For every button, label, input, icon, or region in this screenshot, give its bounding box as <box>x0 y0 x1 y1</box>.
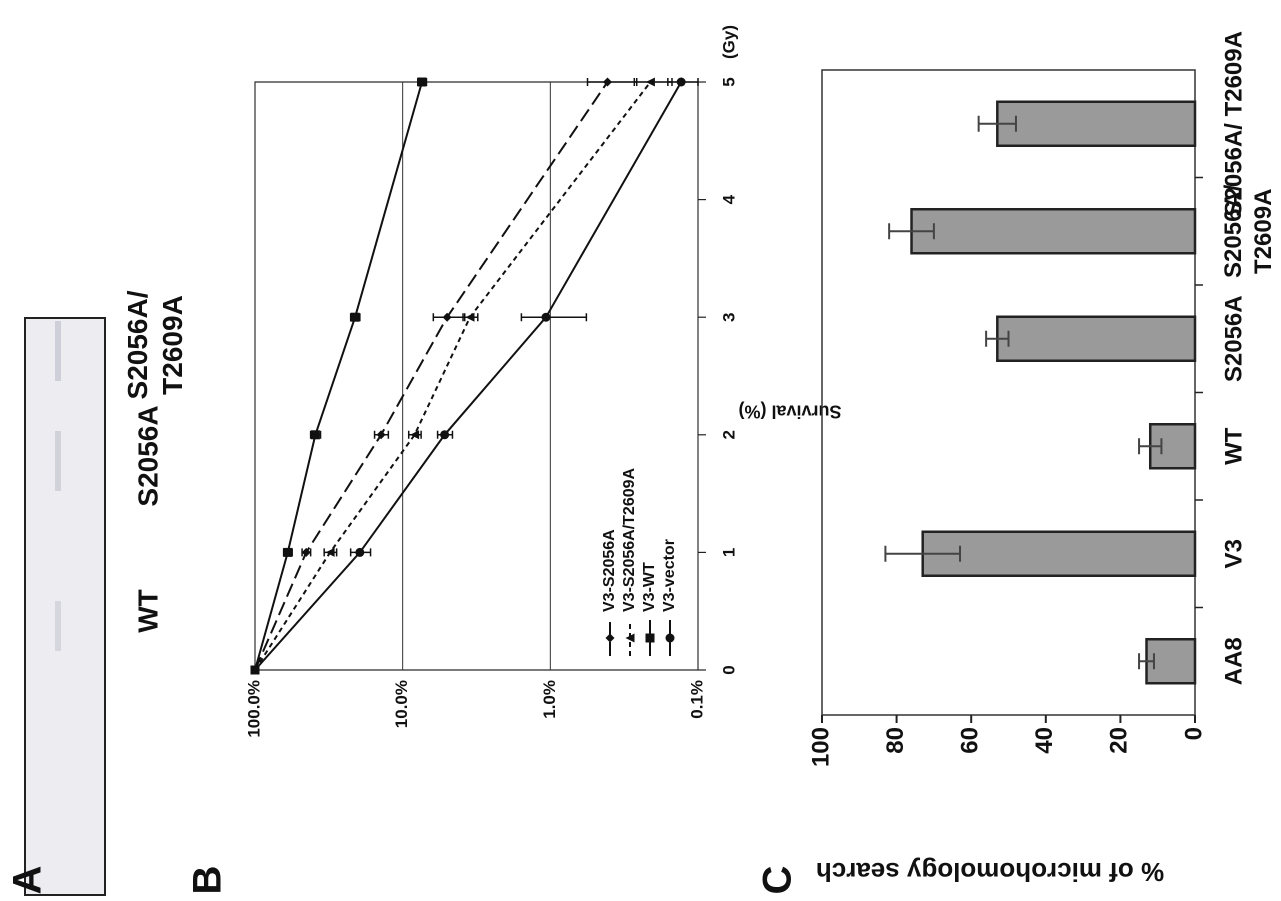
x-tick-label: 0 <box>719 665 738 674</box>
marker <box>440 430 449 439</box>
marker <box>283 548 292 557</box>
legend-label: V3-S2056A/T2609A <box>621 467 638 612</box>
y-tick-label: 100.0% <box>244 680 263 738</box>
gel-band <box>55 431 61 491</box>
bar <box>912 209 1195 253</box>
x-tick-label: S2056A <box>1220 295 1247 382</box>
y-tick-label: 1.0% <box>540 680 559 719</box>
panel-label: C <box>756 866 800 895</box>
error-bar <box>588 78 637 86</box>
panel-label: A <box>6 866 50 895</box>
marker <box>465 313 474 322</box>
marker <box>677 78 686 87</box>
marker <box>646 634 655 643</box>
x-tick-label: 3 <box>719 312 738 321</box>
series-line <box>255 82 422 670</box>
x-tick-label: 2 <box>719 430 738 439</box>
gel-image <box>25 318 105 895</box>
y-axis-label: % of microhomology search <box>816 857 1164 887</box>
gel-band <box>55 321 61 381</box>
x-tick-label: AA8 <box>1220 637 1247 685</box>
series-line <box>255 82 608 670</box>
panel-label: B <box>186 866 230 895</box>
y-tick-label: 60 <box>957 727 984 754</box>
y-tick-label: 20 <box>1106 727 1133 754</box>
y-tick-label: 100 <box>807 727 834 767</box>
lane-label: S2056A/T2609A <box>122 290 188 399</box>
marker <box>541 313 550 322</box>
bar <box>923 532 1195 576</box>
bar <box>997 102 1195 146</box>
gel-band <box>55 601 61 651</box>
y-tick-label: 0 <box>1180 727 1207 740</box>
marker <box>606 634 615 643</box>
marker <box>311 430 320 439</box>
y-tick-label: 10.0% <box>392 680 411 728</box>
x-tick-label: 4 <box>719 194 738 204</box>
y-axis-label: Survival (%) <box>738 401 841 421</box>
legend-label: V3-S2056A <box>601 529 618 612</box>
x-axis-label: (Gy) <box>719 25 738 59</box>
y-tick-label: 40 <box>1031 727 1058 754</box>
error-bar <box>521 313 586 321</box>
lane-label: WT <box>132 589 163 633</box>
x-tick-label: V3 <box>1220 539 1247 568</box>
y-tick-label: 80 <box>882 727 909 754</box>
marker <box>251 666 260 675</box>
x-tick-label: 5 <box>719 77 738 86</box>
bar <box>997 317 1195 361</box>
x-tick-label: S2056A/ T2609A <box>1220 31 1247 216</box>
lane-label: S2056A <box>132 405 163 506</box>
marker <box>666 634 675 643</box>
plot-frame <box>822 70 1195 715</box>
figure: A B C WT S2056A S2056A/T2609A 100.0% 10.0% 1.0% 0… <box>0 0 1281 901</box>
legend-label: V3-vector <box>661 539 678 612</box>
x-tick-label: 1 <box>719 548 738 557</box>
marker <box>417 78 426 87</box>
marker <box>355 548 364 557</box>
series-line <box>255 82 650 670</box>
y-tick-label: 0.1% <box>687 680 706 719</box>
rotated-figure: A B C WT S2056A S2056A/T2609A 100.0% 10.0% 1.0% 0… <box>6 25 1278 895</box>
x-tick-label: WT <box>1220 427 1247 465</box>
marker <box>351 313 360 322</box>
legend-label: V3-WT <box>641 562 658 612</box>
